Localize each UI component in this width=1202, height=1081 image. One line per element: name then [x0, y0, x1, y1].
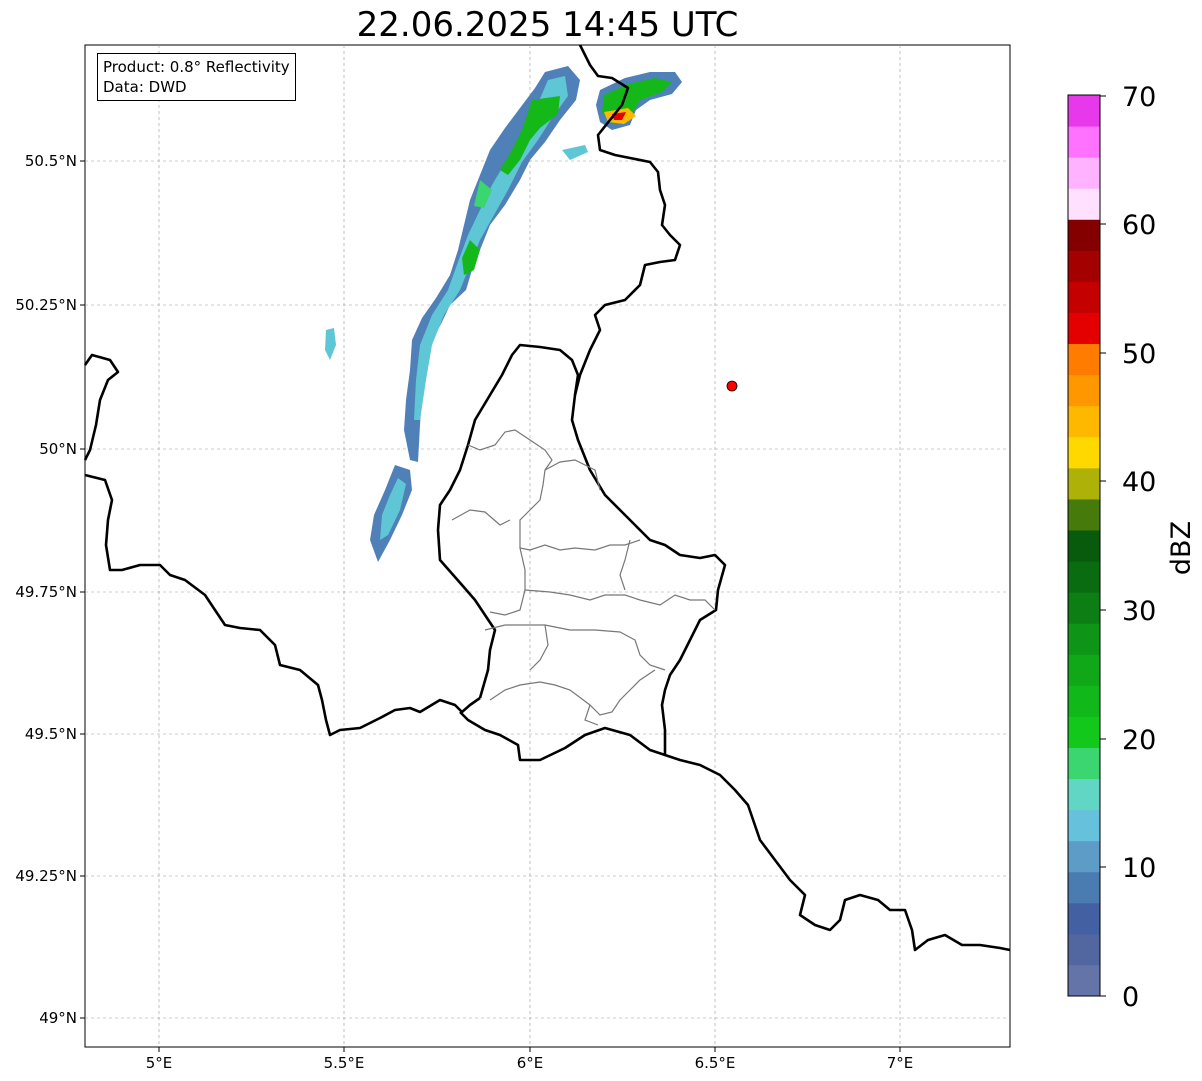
colorbar-tick-label: 0 — [1122, 982, 1139, 1013]
echo-core-green-3 — [474, 180, 492, 208]
lat-tick-label: 49°N — [39, 1009, 77, 1027]
location-marker — [726, 380, 738, 392]
colorbar-band — [1068, 498, 1100, 531]
lat-tick-label: 50.5°N — [25, 152, 77, 170]
colorbar-band — [1068, 467, 1100, 500]
colorbar-band — [1068, 188, 1100, 220]
colorbar-tick-label: 70 — [1122, 82, 1156, 113]
district-borders — [451, 429, 716, 726]
colorbar-band — [1068, 840, 1100, 873]
colorbar-band — [1068, 592, 1100, 624]
colorbar-tick-labels: 0 10 20 30 40 50 60 70 — [1122, 82, 1156, 1013]
colorbar-tick-label: 20 — [1122, 725, 1156, 756]
lon-tick-label: 5.5°E — [324, 1054, 365, 1072]
axis-ticks — [80, 160, 901, 1052]
echo-core-green-2 — [462, 240, 480, 275]
colorbar-band — [1068, 747, 1100, 780]
lon-tick-label: 7°E — [887, 1054, 914, 1072]
colorbar-unit-label: dBZ — [1166, 521, 1197, 575]
colorbar-tick-label: 10 — [1122, 853, 1156, 884]
colorbar — [1068, 95, 1100, 997]
radar-echoes — [325, 66, 682, 562]
border-france-germany — [664, 753, 1011, 952]
colorbar-band — [1068, 561, 1100, 593]
info-box: Product: 0.8° Reflectivity Data: DWD — [97, 53, 296, 101]
national-borders — [83, 44, 1011, 952]
colorbar-band — [1068, 933, 1100, 966]
map-title: 22.06.2025 14:45 UTC — [356, 5, 739, 45]
source-label: Data: DWD — [103, 78, 187, 96]
lon-tick-labels: 5°E 5.5°E 6°E 6.5°E 7°E — [146, 1054, 914, 1072]
colorbar-tick-label: 40 — [1122, 467, 1156, 498]
lat-tick-label: 49.25°N — [15, 867, 77, 885]
colorbar-band — [1068, 964, 1100, 997]
colorbar-band — [1068, 343, 1100, 376]
colorbar-band — [1068, 871, 1100, 904]
lat-tick-label: 50°N — [39, 440, 77, 458]
echo-band-south-inner — [380, 478, 406, 540]
colorbar-band — [1068, 219, 1100, 251]
lat-tick-label: 49.5°N — [25, 725, 77, 743]
colorbar-band — [1068, 250, 1100, 282]
colorbar-band — [1068, 374, 1100, 407]
echo-small-mid — [562, 145, 588, 160]
colorbar-band — [1068, 654, 1100, 686]
colorbar-tick-label: 60 — [1122, 210, 1156, 241]
colorbar-band — [1068, 902, 1100, 935]
product-label: Product: 0.8° Reflectivity — [103, 58, 290, 76]
colorbar-band — [1068, 312, 1100, 345]
colorbar-band — [1068, 405, 1100, 438]
lon-tick-label: 6°E — [517, 1054, 544, 1072]
colorbar-tick-label: 50 — [1122, 339, 1156, 370]
border-belgium-west — [83, 353, 120, 461]
colorbar-band — [1068, 436, 1100, 469]
colorbar-band — [1068, 281, 1100, 313]
lon-tick-label: 6.5°E — [695, 1054, 736, 1072]
echo-core-green — [500, 96, 560, 175]
border-luxembourg — [436, 343, 727, 762]
colorbar-frame — [1067, 94, 1101, 997]
colorbar-tick-label: 30 — [1122, 596, 1156, 627]
border-france-north — [84, 473, 481, 737]
colorbar-band — [1068, 623, 1100, 655]
colorbar-band — [1068, 529, 1100, 562]
colorbar-ticks — [1100, 95, 1106, 997]
colorbar-band — [1068, 685, 1100, 717]
colorbar-band — [1068, 157, 1100, 189]
lon-tick-label: 5°E — [146, 1054, 173, 1072]
lat-tick-label: 50.25°N — [15, 296, 77, 314]
border-belgium-germany — [573, 44, 682, 396]
lat-tick-labels: 49°N 49.25°N 49.5°N 49.75°N 50°N 50.25°N… — [15, 152, 77, 1027]
colorbar-band — [1068, 778, 1100, 811]
lat-tick-label: 49.75°N — [15, 583, 77, 601]
colorbar-band — [1068, 95, 1100, 127]
colorbar-band — [1068, 809, 1100, 842]
colorbar-band — [1068, 126, 1100, 158]
echo-small-west — [325, 328, 336, 360]
echo-band-north — [404, 66, 580, 462]
colorbar-band — [1068, 716, 1100, 748]
